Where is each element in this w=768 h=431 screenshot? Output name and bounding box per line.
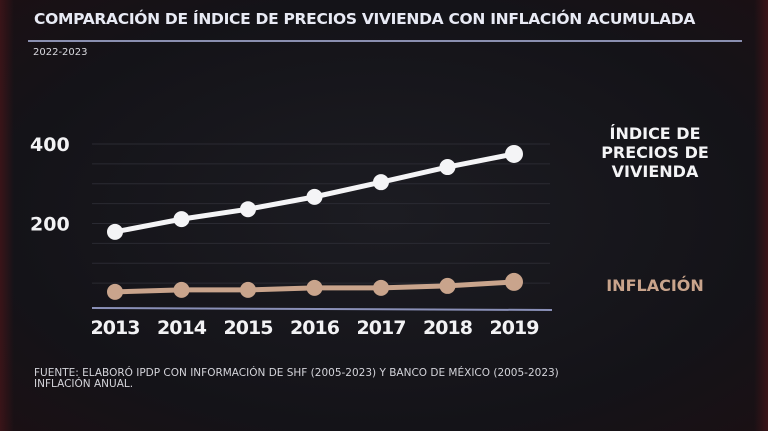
title-divider — [28, 40, 742, 42]
data-point — [439, 159, 456, 176]
right-edge — [754, 0, 768, 431]
legend-hpi-line2: PRECIOS DE — [601, 143, 709, 162]
data-point — [107, 223, 123, 240]
legend-housing-price-index: ÍNDICE DE PRECIOS DE VIVIENDA — [590, 124, 720, 181]
source-line2: INFLACIÓN ANUAL. — [34, 378, 134, 390]
x-tick-label: 2018 — [423, 317, 473, 339]
x-tick-label: 2016 — [290, 317, 340, 339]
data-point — [173, 211, 190, 228]
data-point — [306, 279, 323, 296]
data-point — [373, 279, 389, 296]
data-point — [107, 283, 123, 300]
x-tick-label: 2015 — [224, 317, 273, 339]
legend-inflation: INFLACIÓN — [606, 276, 704, 295]
data-point — [373, 174, 389, 191]
source-note: FUENTE: ELABORÓ IPDP CON INFORMACIÓN DE … — [34, 368, 559, 390]
left-edge — [0, 0, 14, 431]
chart-subtitle: 2022-2023 — [33, 47, 88, 58]
x-tick-label: 2013 — [91, 317, 140, 339]
y-tick-label: 200 — [30, 214, 70, 236]
data-point — [505, 272, 523, 291]
data-point — [505, 144, 523, 163]
x-tick-label: 2014 — [157, 317, 207, 339]
legend-hpi-line3: VIVIENDA — [611, 162, 699, 181]
data-point — [240, 281, 256, 298]
y-tick-label: 400 — [30, 134, 70, 156]
x-tick-label: 2019 — [490, 317, 539, 339]
data-point — [439, 277, 456, 294]
source-line1: FUENTE: ELABORÓ IPDP CON INFORMACIÓN DE … — [34, 367, 559, 379]
x-axis-line — [91, 307, 553, 311]
data-point — [240, 201, 256, 218]
chart-title: COMPARACIÓN DE ÍNDICE DE PRECIOS VIVIEND… — [34, 10, 696, 28]
data-point — [173, 281, 190, 298]
legend-hpi-line1: ÍNDICE DE — [609, 124, 701, 143]
x-tick-label: 2017 — [357, 317, 406, 339]
data-point — [306, 188, 323, 205]
